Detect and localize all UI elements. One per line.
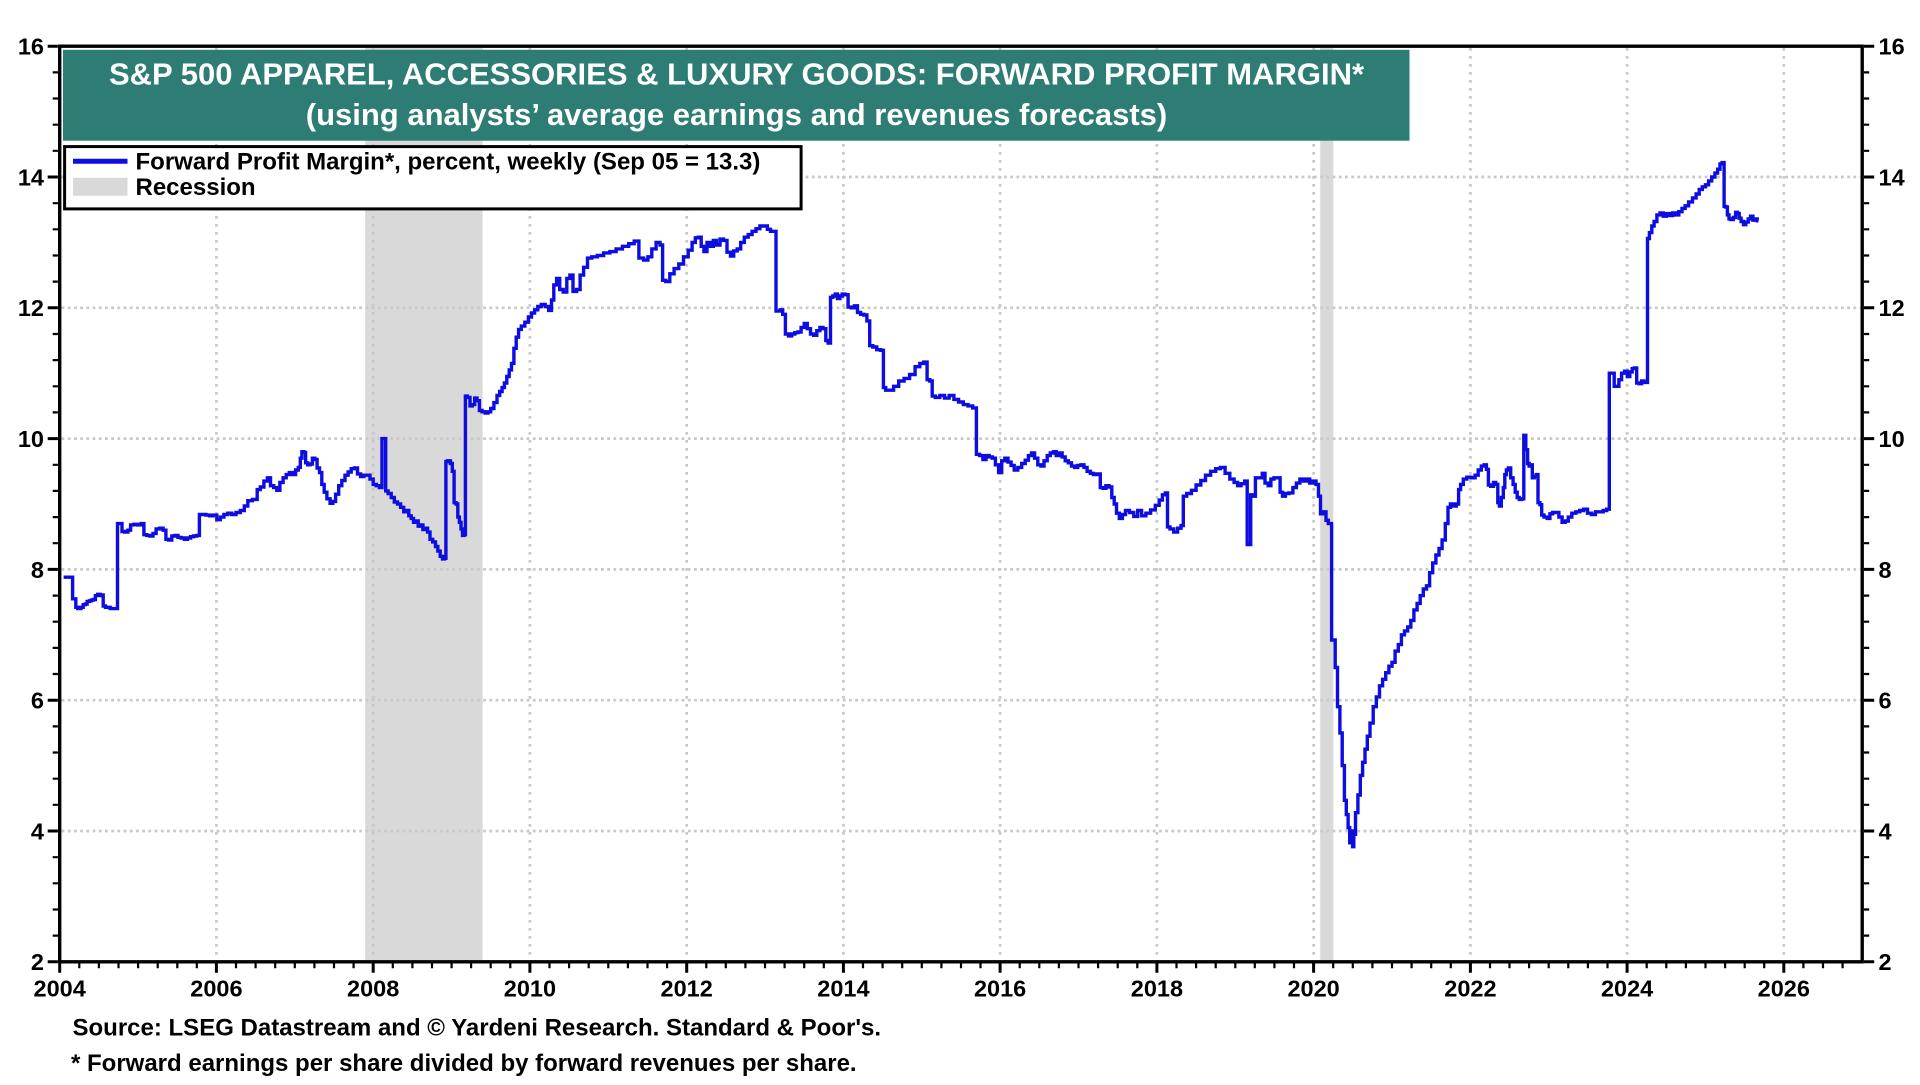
svg-text:14: 14	[1879, 164, 1905, 190]
svg-text:2024: 2024	[1601, 976, 1653, 1002]
svg-text:2006: 2006	[190, 976, 242, 1002]
svg-text:* Forward earnings per share d: * Forward earnings per share divided by …	[71, 1050, 857, 1077]
svg-text:2: 2	[31, 949, 44, 975]
svg-text:6: 6	[1879, 688, 1892, 714]
svg-text:Forward Profit Margin*, percen: Forward Profit Margin*, percent, weekly …	[136, 149, 761, 176]
svg-text:16: 16	[1879, 34, 1905, 60]
svg-text:4: 4	[31, 818, 44, 844]
svg-text:6: 6	[31, 688, 44, 714]
svg-text:2004: 2004	[34, 976, 86, 1002]
svg-text:2020: 2020	[1287, 976, 1339, 1002]
svg-text:2008: 2008	[347, 976, 399, 1002]
svg-text:8: 8	[31, 557, 44, 583]
svg-text:2018: 2018	[1131, 976, 1183, 1002]
svg-text:2012: 2012	[661, 976, 713, 1002]
svg-text:2: 2	[1879, 949, 1892, 975]
svg-text:12: 12	[1879, 295, 1905, 321]
svg-text:10: 10	[1879, 426, 1905, 452]
svg-text:8: 8	[1879, 557, 1892, 583]
svg-text:(using analysts’ average earni: (using analysts’ average earnings and re…	[306, 97, 1167, 132]
svg-text:16: 16	[18, 34, 44, 60]
svg-text:12: 12	[18, 295, 44, 321]
svg-text:2014: 2014	[817, 976, 869, 1002]
svg-text:14: 14	[18, 164, 44, 190]
svg-text:2010: 2010	[504, 976, 556, 1002]
svg-text:2026: 2026	[1758, 976, 1810, 1002]
svg-text:Source: LSEG Datastream and ©: Source: LSEG Datastream and © Yardeni Re…	[73, 1014, 882, 1041]
svg-text:2016: 2016	[974, 976, 1026, 1002]
svg-text:4: 4	[1879, 818, 1892, 844]
svg-text:2022: 2022	[1444, 976, 1496, 1002]
svg-text:Recession: Recession	[136, 174, 256, 201]
svg-text:S&P 500 APPAREL, ACCESSORIES &: S&P 500 APPAREL, ACCESSORIES & LUXURY GO…	[109, 56, 1365, 91]
svg-text:10: 10	[18, 426, 44, 452]
